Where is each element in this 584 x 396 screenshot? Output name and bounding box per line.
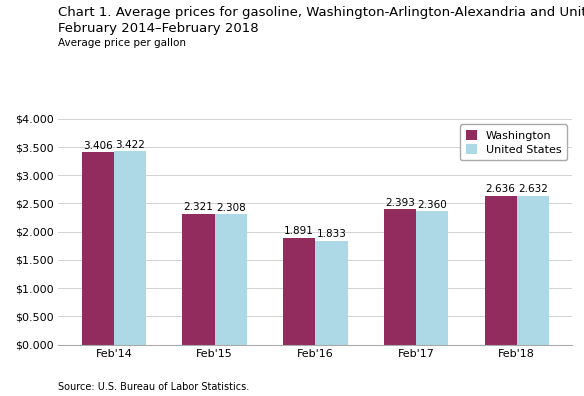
Text: 2.636: 2.636 — [486, 184, 516, 194]
Bar — [485, 196, 517, 345]
Text: 1.833: 1.833 — [317, 229, 346, 240]
Bar — [517, 196, 549, 345]
Bar — [416, 211, 449, 345]
Legend: Washington, United States: Washington, United States — [460, 124, 566, 160]
Text: 2.321: 2.321 — [183, 202, 214, 212]
Bar — [283, 238, 315, 345]
Text: 3.422: 3.422 — [115, 140, 145, 150]
Bar — [384, 209, 416, 345]
Bar — [82, 152, 114, 345]
Text: Average price per gallon: Average price per gallon — [58, 38, 186, 48]
Bar — [215, 214, 247, 345]
Text: Chart 1. Average prices for gasoline, Washington-Arlington-Alexandria and United: Chart 1. Average prices for gasoline, Wa… — [58, 6, 584, 19]
Text: February 2014–February 2018: February 2014–February 2018 — [58, 22, 259, 35]
Text: Source: U.S. Bureau of Labor Statistics.: Source: U.S. Bureau of Labor Statistics. — [58, 382, 249, 392]
Text: 2.360: 2.360 — [418, 200, 447, 209]
Bar — [114, 151, 146, 345]
Text: 1.891: 1.891 — [284, 226, 314, 236]
Text: 3.406: 3.406 — [83, 141, 113, 150]
Text: 2.393: 2.393 — [385, 198, 415, 208]
Text: 2.308: 2.308 — [216, 203, 246, 213]
Bar — [315, 241, 347, 345]
Text: 2.632: 2.632 — [518, 184, 548, 194]
Bar — [182, 213, 215, 345]
